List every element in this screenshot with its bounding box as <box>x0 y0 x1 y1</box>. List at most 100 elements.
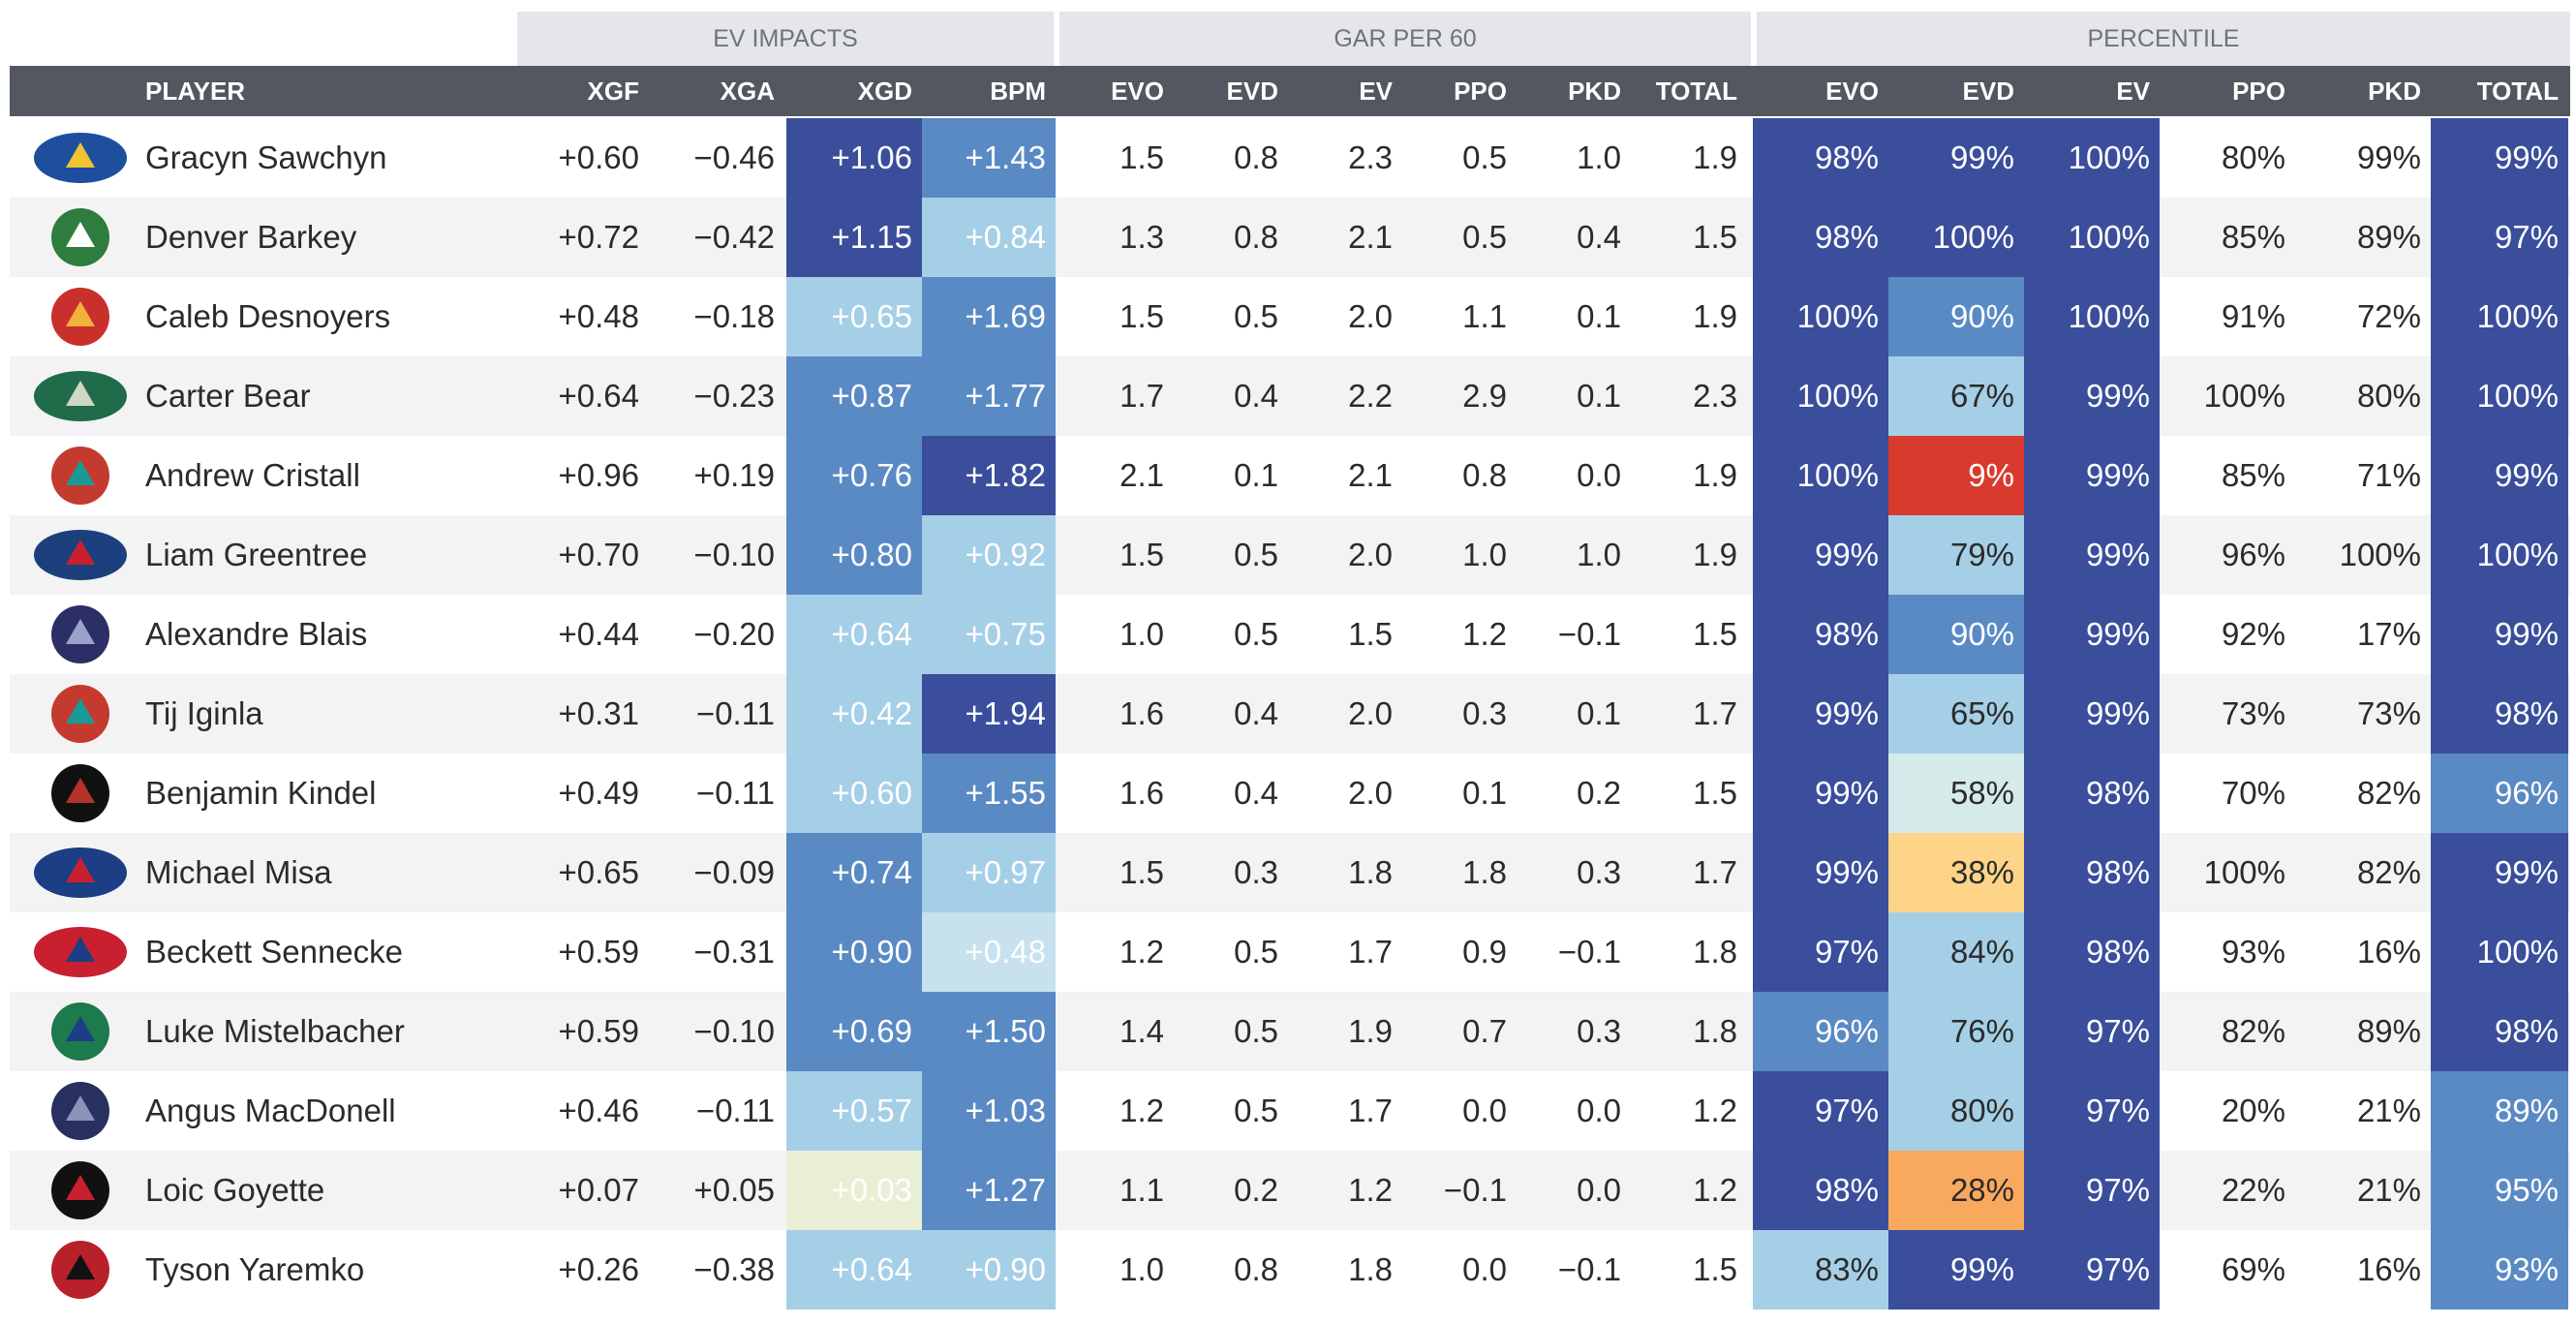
gar-ev-cell: 1.8 <box>1348 854 1393 890</box>
player-name: Michael Misa <box>145 854 332 890</box>
pct-evd-cell: 9% <box>1888 436 2024 515</box>
gar-evd-cell: 0.3 <box>1234 854 1278 890</box>
column-header-player: PLAYER <box>145 77 246 106</box>
gar-evd-cell: 0.1 <box>1234 457 1278 493</box>
gar-total-cell: 1.7 <box>1693 854 1737 890</box>
pct-evo-cell: 98% <box>1753 595 1888 674</box>
column-header-pkd-pct: PKD <box>2368 77 2421 106</box>
oil-kings-logo-icon <box>34 133 127 183</box>
pct-total-cell: 100% <box>2431 277 2568 356</box>
xgf-cell: +0.65 <box>558 854 640 890</box>
xgd-cell: +0.76 <box>786 436 922 515</box>
xga-cell: −0.10 <box>693 1013 776 1049</box>
gar-evo-cell: 1.1 <box>1119 1172 1164 1208</box>
xga-cell: +0.05 <box>693 1172 776 1208</box>
gar-pkd-cell: 0.0 <box>1577 457 1621 493</box>
table-row: Michael Misa +0.65 −0.09 +0.74 +0.97 1.5 0.3 1.… <box>10 833 2570 912</box>
xga-cell: −0.20 <box>693 616 776 652</box>
player-name: Alexandre Blais <box>145 616 368 652</box>
column-header-evo-pct: EVO <box>1825 77 1879 106</box>
gar-pkd-cell: 0.0 <box>1577 1172 1621 1208</box>
pct-ev-cell: 99% <box>2024 356 2160 436</box>
xga-cell: +0.19 <box>693 457 776 493</box>
gar-ev-cell: 2.0 <box>1348 775 1393 811</box>
player-name: Carter Bear <box>145 378 311 414</box>
xgd-cell: +0.74 <box>786 833 922 912</box>
gar-evd-cell: 0.2 <box>1234 1172 1278 1208</box>
gar-evd-cell: 0.5 <box>1234 934 1278 970</box>
xga-cell: −0.38 <box>693 1251 776 1287</box>
gar-evd-cell: 0.5 <box>1234 1093 1278 1128</box>
pct-ppo-cell: 73% <box>2221 695 2285 731</box>
player-name: Andrew Cristall <box>145 457 360 493</box>
gar-pkd-cell: −0.1 <box>1557 1251 1621 1287</box>
xgf-cell: +0.70 <box>558 537 640 572</box>
pct-ppo-cell: 96% <box>2221 537 2285 572</box>
gar-pkd-cell: 0.3 <box>1577 1013 1621 1049</box>
column-header-ev-pct: EV <box>2116 77 2150 106</box>
pct-ppo-cell: 69% <box>2221 1251 2285 1287</box>
xgf-cell: +0.59 <box>558 934 640 970</box>
pct-evo-cell: 99% <box>1753 674 1888 754</box>
table-row: Angus MacDonell +0.46 −0.11 +0.57 +1.03 1.2 0.… <box>10 1071 2570 1151</box>
player-name: Luke Mistelbacher <box>145 1013 405 1049</box>
gar-ev-cell: 1.7 <box>1348 1093 1393 1128</box>
pct-pkd-cell: 82% <box>2356 775 2421 811</box>
gar-evo-cell: 1.5 <box>1119 537 1164 572</box>
giants-logo-icon <box>51 764 109 822</box>
column-header-xgd: XGD <box>857 77 912 106</box>
pct-evo-cell: 99% <box>1753 515 1888 595</box>
player-name: Tij Iginla <box>145 695 263 731</box>
pct-ev-cell: 98% <box>2024 833 2160 912</box>
pct-evo-cell: 98% <box>1753 118 1888 198</box>
gar-evo-cell: 1.6 <box>1119 775 1164 811</box>
gar-evd-cell: 0.4 <box>1234 695 1278 731</box>
gar-evd-cell: 0.4 <box>1234 378 1278 414</box>
pct-ev-cell: 99% <box>2024 515 2160 595</box>
pct-pkd-cell: 17% <box>2356 616 2421 652</box>
xgd-cell: +0.69 <box>786 992 922 1071</box>
pct-ev-cell: 99% <box>2024 674 2160 754</box>
column-header-total: TOTAL <box>1655 77 1737 106</box>
gar-ppo-cell: 0.5 <box>1462 219 1507 255</box>
oshawa-generals-logo-icon <box>34 927 127 977</box>
pct-evd-cell: 79% <box>1888 515 2024 595</box>
pct-evo-cell: 99% <box>1753 833 1888 912</box>
pct-ppo-cell: 92% <box>2221 616 2285 652</box>
pct-total-cell: 99% <box>2431 833 2568 912</box>
pct-evo-cell: 99% <box>1753 754 1888 833</box>
pct-pkd-cell: 99% <box>2356 139 2421 175</box>
bpm-cell: +1.77 <box>922 356 1056 436</box>
pct-total-cell: 100% <box>2431 356 2568 436</box>
pct-evd-cell: 58% <box>1888 754 2024 833</box>
pct-evd-cell: 99% <box>1888 1230 2024 1310</box>
gar-evo-cell: 1.2 <box>1119 1093 1164 1128</box>
pct-total-cell: 95% <box>2431 1151 2568 1230</box>
xgf-cell: +0.59 <box>558 1013 640 1049</box>
hitmen-logo-icon <box>51 685 109 743</box>
pct-evd-cell: 76% <box>1888 992 2024 1071</box>
table-row: Alexandre Blais +0.44 −0.20 +0.64 +0.75 1.0 0.… <box>10 595 2570 674</box>
xgd-cell: +0.64 <box>786 1230 922 1310</box>
pct-ev-cell: 100% <box>2024 118 2160 198</box>
saginaw-spirit-logo-icon <box>34 847 127 898</box>
gar-evd-cell: 0.4 <box>1234 775 1278 811</box>
gar-pkd-cell: 0.1 <box>1577 298 1621 334</box>
silvertips-logo-icon <box>34 371 127 421</box>
pct-ev-cell: 98% <box>2024 912 2160 992</box>
gar-evd-cell: 0.8 <box>1234 219 1278 255</box>
gar-evd-cell: 0.8 <box>1234 139 1278 175</box>
bpm-cell: +1.03 <box>922 1071 1056 1151</box>
pct-ppo-cell: 20% <box>2221 1093 2285 1128</box>
bpm-cell: +0.92 <box>922 515 1056 595</box>
xgf-cell: +0.31 <box>558 695 640 731</box>
column-header-xgf: XGF <box>587 77 639 106</box>
pct-ppo-cell: 85% <box>2221 219 2285 255</box>
xgf-cell: +0.46 <box>558 1093 640 1128</box>
pct-total-cell: 99% <box>2431 595 2568 674</box>
gar-evo-cell: 2.1 <box>1119 457 1164 493</box>
column-header-ev: EV <box>1359 77 1393 106</box>
bpm-cell: +1.27 <box>922 1151 1056 1230</box>
xgf-cell: +0.64 <box>558 378 640 414</box>
pct-pkd-cell: 21% <box>2356 1093 2421 1128</box>
